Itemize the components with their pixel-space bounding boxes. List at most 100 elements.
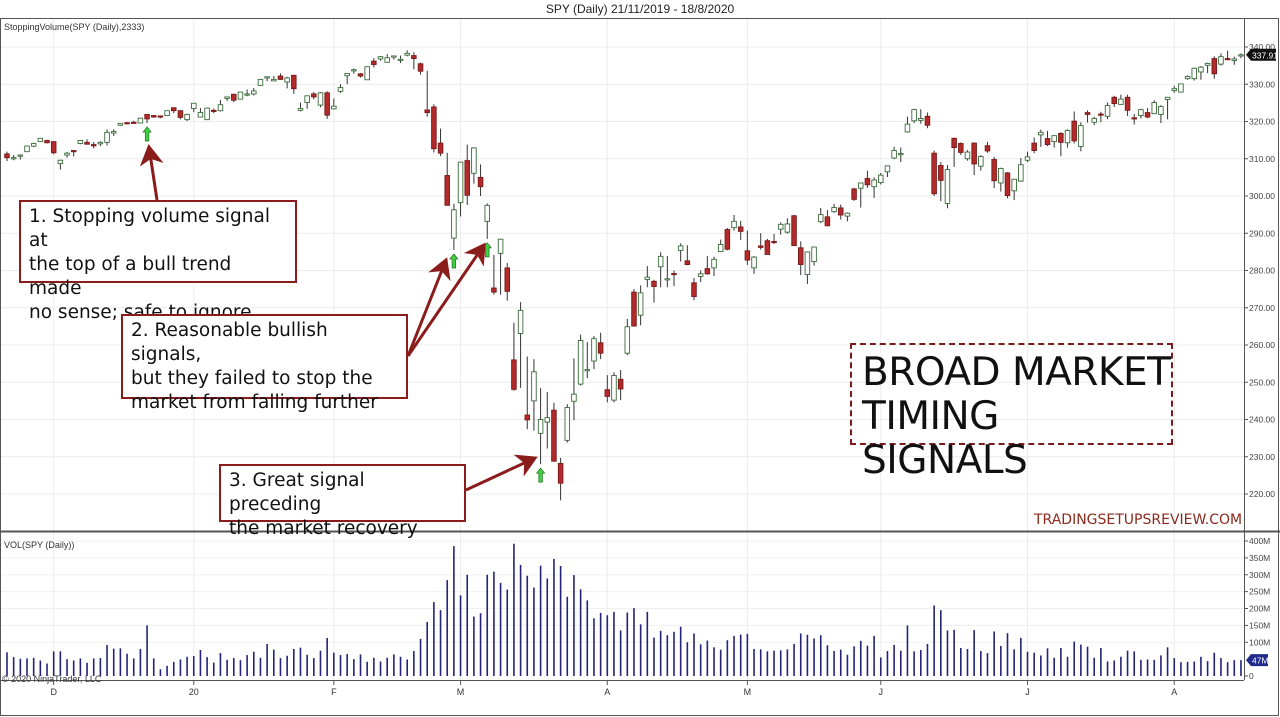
candle-up (1238, 54, 1244, 57)
candle-up (184, 113, 190, 121)
time-tick-label: M (744, 687, 752, 697)
candle-up (537, 419, 544, 434)
signal-up-arrow-icon (449, 253, 459, 269)
candle-up (397, 58, 404, 61)
candle-down (491, 287, 497, 293)
candle-up (884, 165, 891, 173)
axes: 220.00 230.00 240.00 250.00 260.00 270.00 280.… (0, 18, 1280, 716)
candle-down (464, 160, 470, 196)
candle-up (97, 141, 104, 145)
price-tick-label: 300.00 (1249, 191, 1275, 201)
candle-up (697, 273, 704, 277)
volume-tick-label: 400M (1249, 536, 1270, 546)
candle-down (44, 140, 50, 144)
last-price-badge (1246, 48, 1276, 61)
chart-frame (0, 18, 1279, 716)
candle-up (1011, 178, 1017, 192)
chart-title: SPY (Daily) 21/11/2019 - 18/8/2020 (545, 2, 735, 16)
candle-down (864, 178, 871, 186)
price-tick-label: 270.00 (1249, 303, 1275, 313)
price-tick-label: 330.00 (1249, 79, 1275, 89)
candle-down (157, 115, 164, 118)
candle-up (751, 256, 757, 269)
price-tick-label: 230.00 (1249, 452, 1275, 462)
candle-down (311, 93, 317, 98)
candle-down (958, 143, 964, 153)
candle-down (617, 378, 624, 390)
candle-up (257, 78, 264, 86)
price-tick-label: 310.00 (1249, 154, 1275, 164)
candle-up (137, 117, 144, 124)
time-tick-label: D (50, 687, 57, 697)
candle-up (110, 131, 117, 134)
annotation-2-line: but they failed to stop the (131, 368, 373, 389)
candle-down (417, 63, 424, 72)
candle-down (144, 113, 150, 120)
price-tick-label: 290.00 (1249, 228, 1275, 238)
candle-up (384, 57, 390, 63)
volume-tick-label: 250M (1249, 587, 1270, 597)
candle-down (177, 110, 184, 118)
candle-up (57, 159, 64, 165)
volume-tick-label: 0 (1249, 671, 1254, 681)
candle-down (797, 247, 804, 265)
candle-down (1224, 58, 1231, 61)
price-tick-label: 250.00 (1249, 377, 1275, 387)
time-tick-label: M (457, 687, 465, 697)
candle-up (1178, 83, 1184, 93)
candle-up (811, 246, 817, 263)
headline-line: BROAD MARKET (862, 350, 1171, 395)
candle-up (317, 92, 324, 106)
candle-down (557, 463, 564, 484)
candle-up (1091, 118, 1097, 123)
candle-down (324, 92, 330, 116)
candle-down (604, 389, 611, 397)
candle-up (871, 179, 877, 188)
candle-down (70, 150, 77, 153)
candle-up (497, 238, 504, 254)
headline-line: TIMING SIGNALS (862, 394, 1028, 483)
candle-down (1111, 96, 1117, 105)
candle-down (150, 115, 157, 118)
annotation-1-line: 1. Stopping volume signal at (29, 206, 270, 251)
copyright: © 2020 NinjaTrader, LLC (2, 674, 102, 684)
candle-up (784, 223, 791, 233)
volume-tick-label: 100M (1249, 637, 1270, 647)
candle-up (1198, 66, 1204, 73)
candle-down (791, 215, 797, 246)
candle-up (104, 131, 110, 143)
candle-up (717, 243, 724, 252)
candle-up (1018, 164, 1024, 182)
candle-down (704, 268, 711, 275)
candle-up (1118, 98, 1124, 105)
candle-up (1191, 67, 1198, 80)
candle-down (757, 245, 764, 248)
candle-up (564, 407, 571, 441)
candle-up (711, 258, 717, 269)
candle-down (684, 260, 691, 265)
gridlines (0, 18, 1244, 680)
candle-down (651, 280, 657, 287)
candle-up (591, 338, 597, 362)
candle-up (237, 91, 244, 100)
candle-down (597, 342, 604, 354)
candle-up (517, 309, 524, 334)
candle-down (504, 267, 511, 292)
annotation-3-line: the market recovery (229, 518, 418, 539)
annotation-3-line: 3. Great signal preceding (229, 470, 365, 515)
annotation-2-line: 2. Reasonable bullish signals, (131, 320, 328, 365)
candle-up (677, 245, 684, 251)
candle-down (371, 60, 377, 65)
volume-tick-label: 300M (1249, 570, 1270, 580)
candle-down (851, 188, 857, 200)
candle-up (544, 417, 551, 423)
candle-down (477, 176, 484, 188)
candle-up (331, 105, 337, 110)
candle-up (1164, 96, 1171, 100)
candle-down (991, 159, 997, 182)
last-volume-badge (1246, 654, 1268, 667)
candle-up (804, 251, 811, 276)
candle-up (17, 154, 24, 157)
candle-up (637, 292, 644, 316)
candle-down (838, 207, 844, 216)
